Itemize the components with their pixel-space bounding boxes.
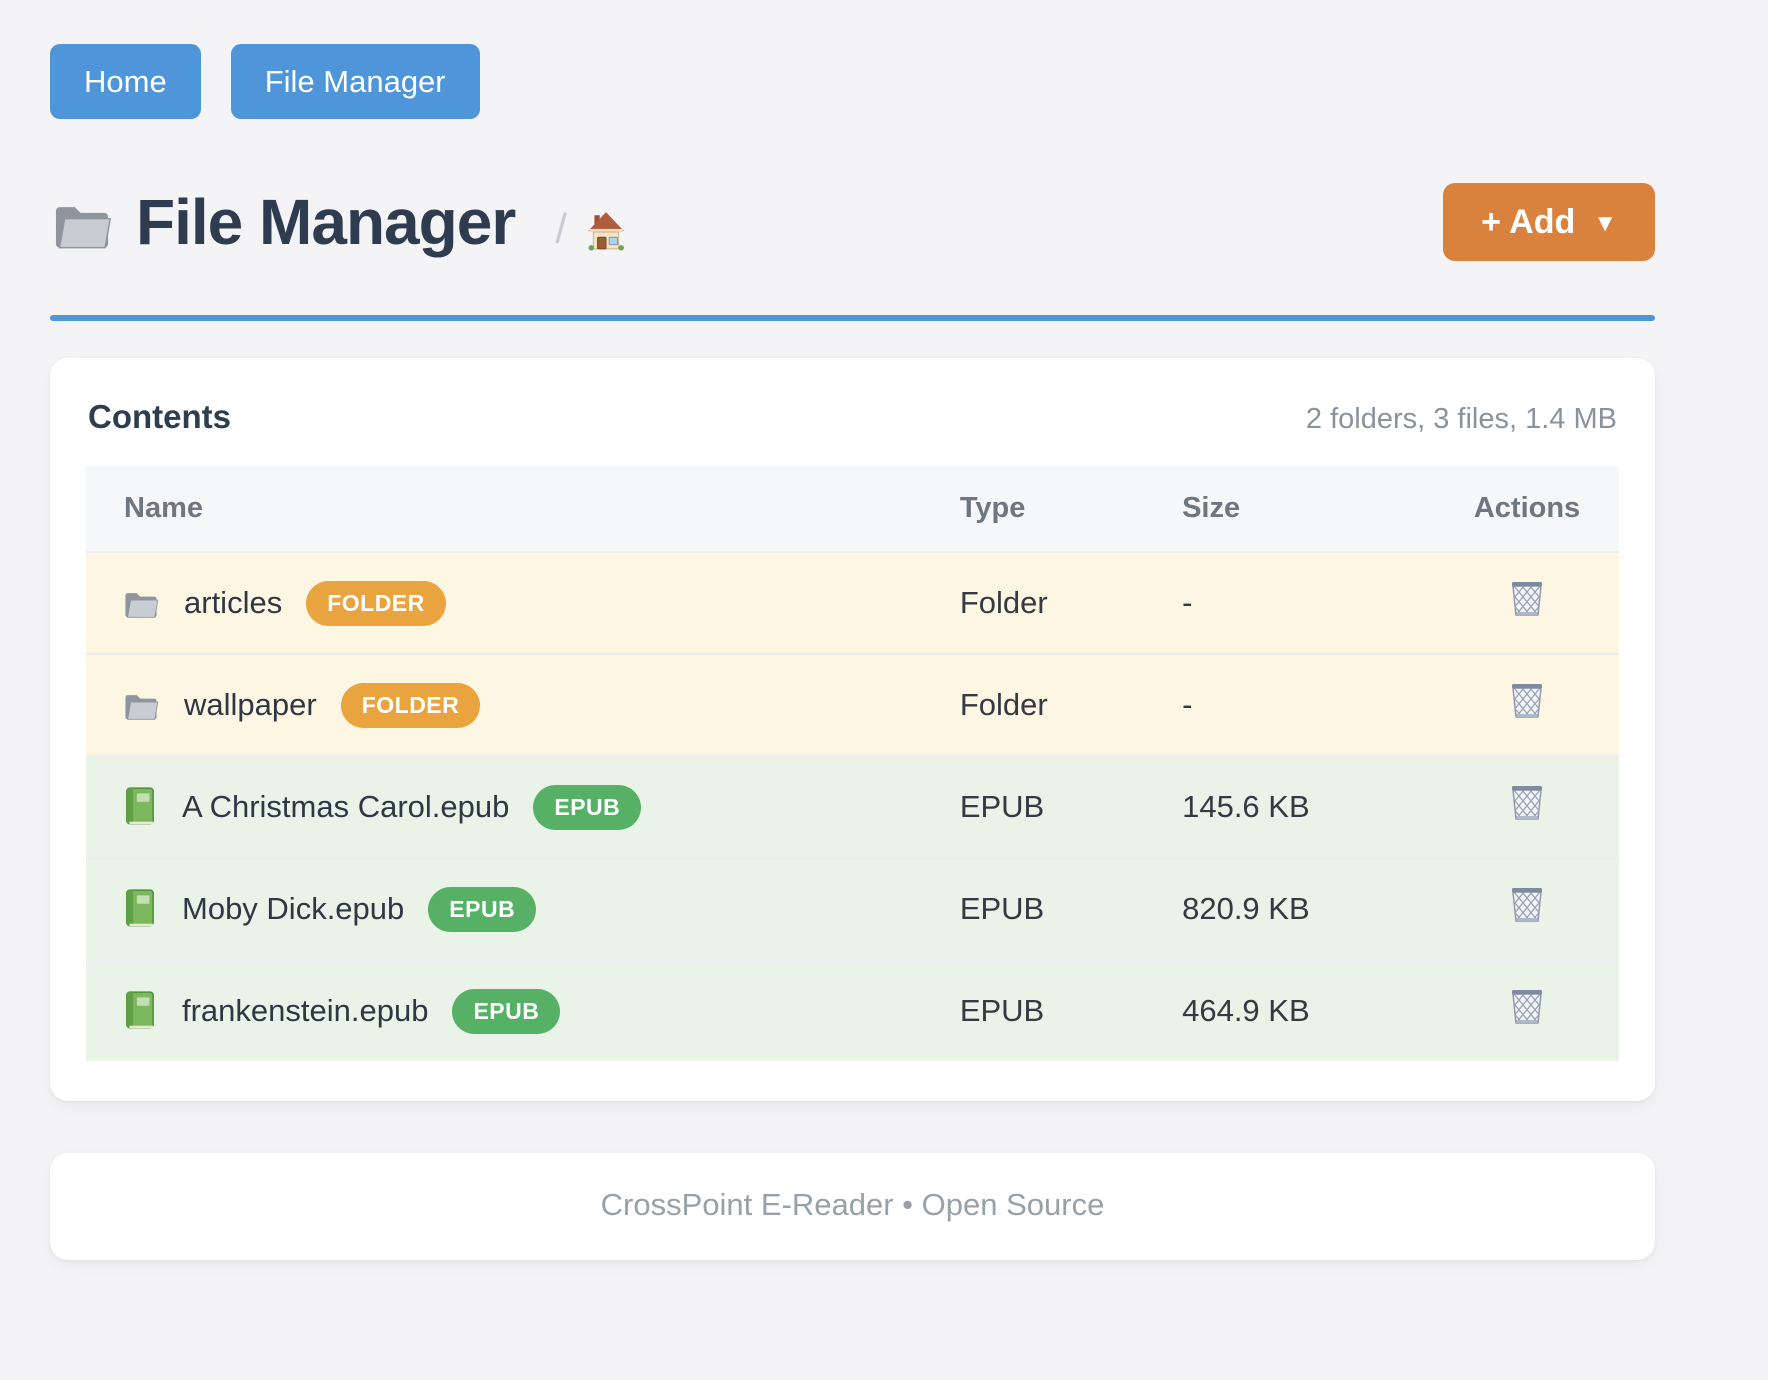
- size-cell: 464.9 KB: [1182, 993, 1310, 1028]
- file-name[interactable]: Moby Dick.epub: [182, 891, 405, 926]
- table-header-row: Name Type Size Actions: [86, 466, 1619, 552]
- caret-down-icon: ▼: [1593, 210, 1617, 237]
- title-underline: [50, 315, 1655, 321]
- nav-button-home[interactable]: Home: [50, 44, 201, 119]
- trash-icon: [1508, 784, 1546, 822]
- trash-button[interactable]: [1508, 988, 1546, 1026]
- type-badge: EPUB: [452, 988, 561, 1034]
- trash-icon: [1508, 886, 1546, 924]
- type-cell: EPUB: [959, 789, 1045, 824]
- size-cell: -: [1182, 585, 1193, 620]
- type-cell: EPUB: [959, 891, 1045, 926]
- table-row: Moby Dick.epub EPUB EPUB 820.9 KB: [86, 858, 1619, 960]
- type-badge: FOLDER: [306, 580, 446, 626]
- type-badge: FOLDER: [340, 682, 481, 728]
- trash-button[interactable]: [1508, 784, 1546, 822]
- title-group: File Manager /: [50, 185, 1443, 259]
- contents-card-header: Contents 2 folders, 3 files, 1.4 MB: [86, 392, 1619, 466]
- column-header-type: Type: [959, 492, 1026, 524]
- book-icon: [122, 990, 158, 1032]
- folder-icon: [122, 587, 160, 620]
- file-table: Name Type Size Actions: [86, 466, 1619, 1061]
- size-cell: 820.9 KB: [1182, 891, 1310, 926]
- book-icon: [122, 888, 158, 930]
- type-cell: Folder: [959, 687, 1048, 722]
- file-name[interactable]: frankenstein.epub: [182, 993, 429, 1028]
- breadcrumb-separator: /: [555, 205, 567, 252]
- column-header-name: Name: [124, 492, 203, 524]
- type-badge: EPUB: [533, 784, 642, 830]
- trash-button[interactable]: [1508, 580, 1546, 618]
- file-name[interactable]: A Christmas Carol.epub: [182, 789, 510, 824]
- add-button[interactable]: + Add ▼: [1443, 183, 1655, 261]
- book-icon: [122, 786, 158, 828]
- table-row: frankenstein.epub EPUB EPUB 464.9 KB: [86, 960, 1619, 1061]
- file-name[interactable]: articles: [184, 585, 283, 620]
- footer-card: CrossPoint E-Reader • Open Source: [50, 1153, 1655, 1260]
- folder-icon: [50, 197, 114, 252]
- column-header-size: Size: [1182, 492, 1241, 524]
- contents-heading: Contents: [88, 398, 231, 435]
- breadcrumb-home-button[interactable]: [585, 210, 627, 252]
- file-table-head: Name Type Size Actions: [86, 466, 1619, 552]
- table-row: wallpaper FOLDER Folder -: [86, 654, 1619, 756]
- add-button-label: + Add: [1481, 202, 1576, 241]
- nav-button-file-manager[interactable]: File Manager: [230, 44, 480, 119]
- type-badge: EPUB: [428, 886, 537, 932]
- trash-button[interactable]: [1508, 886, 1546, 924]
- type-cell: EPUB: [959, 993, 1045, 1028]
- folder-icon: [122, 689, 160, 722]
- footer-text: CrossPoint E-Reader • Open Source: [600, 1187, 1105, 1222]
- file-table-body: articles FOLDER Folder -: [86, 552, 1619, 1061]
- page: Home File Manager File Manager /: [50, 0, 1655, 1260]
- column-header-actions: Actions: [1473, 492, 1581, 524]
- size-cell: -: [1182, 687, 1193, 722]
- trash-icon: [1508, 988, 1546, 1026]
- top-nav: Home File Manager: [50, 0, 1655, 119]
- table-row: articles FOLDER Folder -: [86, 552, 1619, 654]
- page-title: File Manager: [136, 186, 516, 258]
- home-icon: [585, 210, 627, 252]
- trash-button[interactable]: [1508, 682, 1546, 720]
- table-row: A Christmas Carol.epub EPUB EPUB 145.6 K…: [86, 756, 1619, 858]
- page-header: File Manager / + Add: [50, 183, 1655, 261]
- contents-card: Contents 2 folders, 3 files, 1.4 MB Name…: [50, 358, 1655, 1101]
- trash-icon: [1508, 682, 1546, 720]
- size-cell: 145.6 KB: [1182, 789, 1310, 824]
- file-name[interactable]: wallpaper: [184, 687, 317, 722]
- trash-icon: [1508, 580, 1546, 618]
- type-cell: Folder: [959, 585, 1048, 620]
- contents-summary: 2 folders, 3 files, 1.4 MB: [1305, 403, 1617, 435]
